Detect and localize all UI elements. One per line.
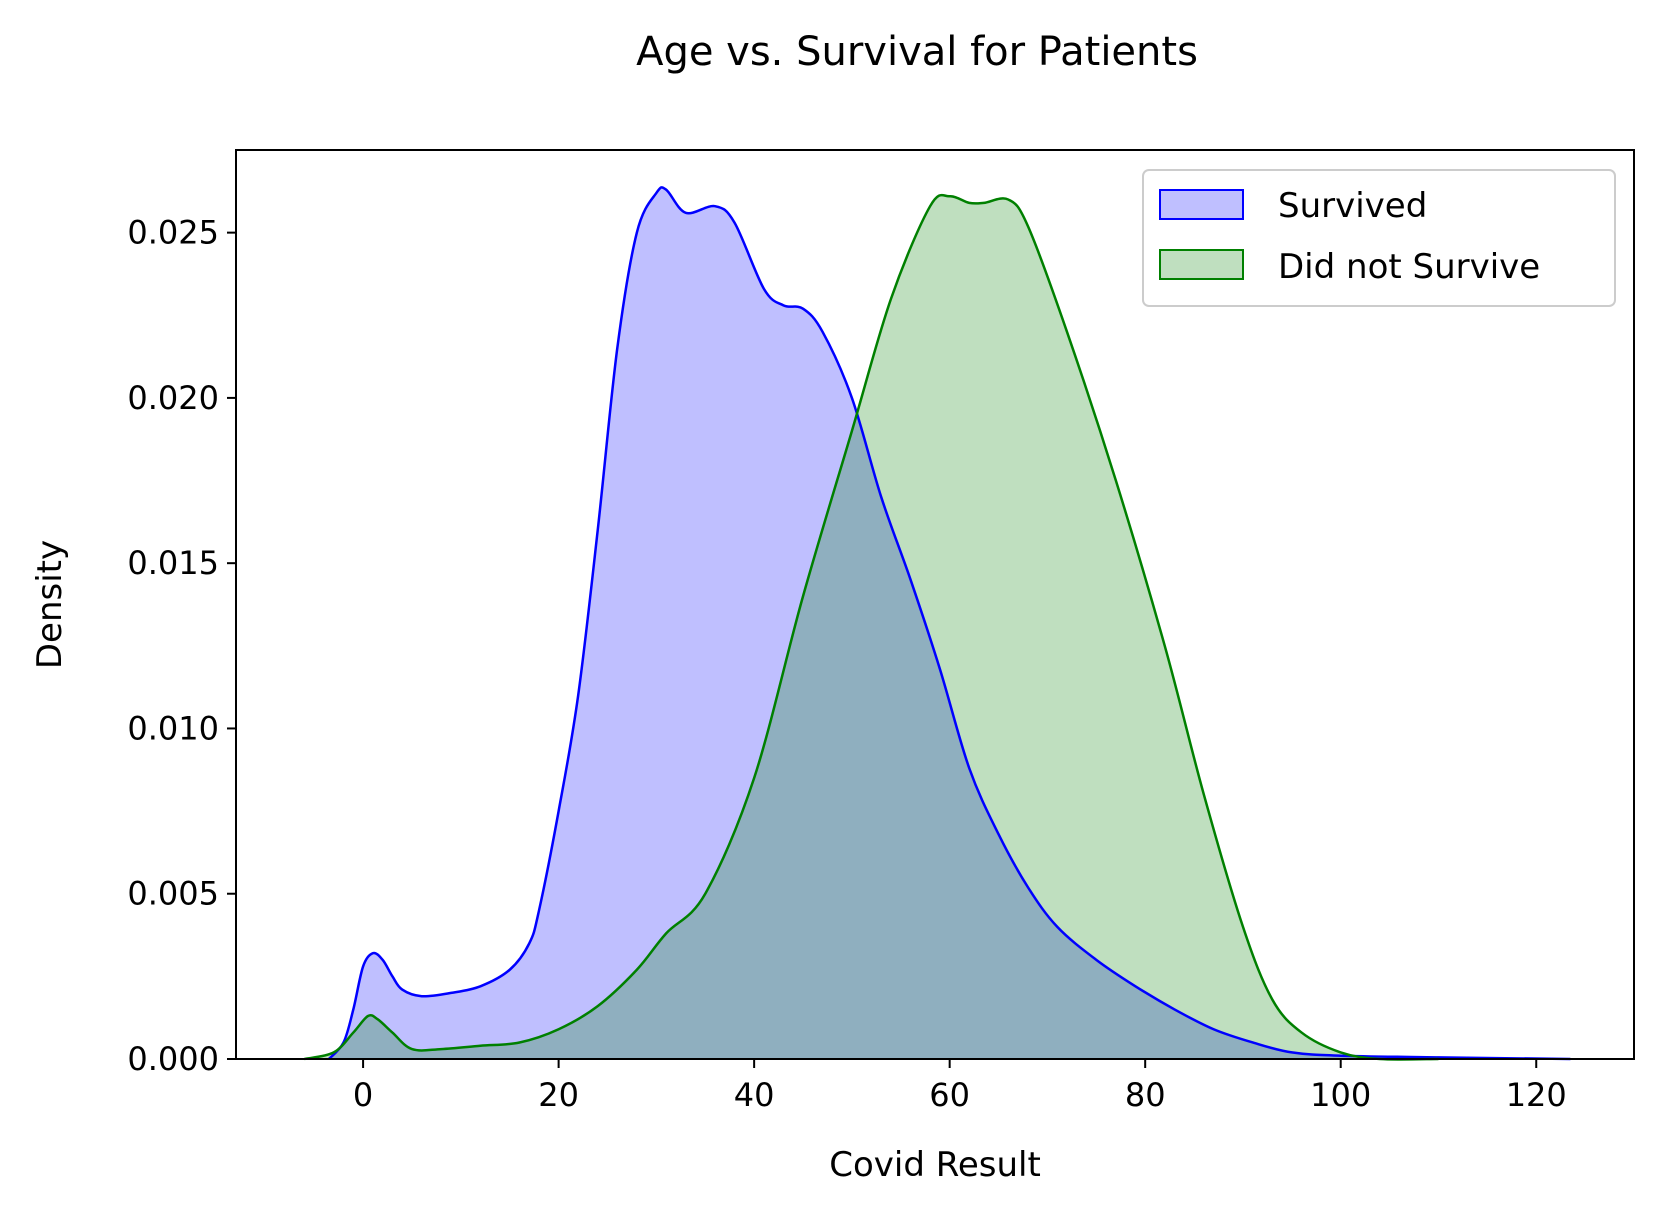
y-tick-label: 0.015 <box>127 544 219 582</box>
x-tick-label: 100 <box>1310 1076 1371 1114</box>
x-tick-label: 0 <box>353 1076 373 1114</box>
density-areas <box>304 187 1571 1060</box>
plot-frame <box>235 149 1635 1060</box>
area-survived <box>328 187 1571 1059</box>
x-axis-label: Covid Result <box>829 1145 1041 1185</box>
line-did-not-survive <box>304 193 1439 1061</box>
y-axis-label: Density <box>30 540 70 669</box>
legend-label-survived: Survived <box>1278 186 1427 226</box>
y-tick-label: 0.020 <box>127 379 219 417</box>
legend-label-did-not-survive: Did not Survive <box>1278 247 1540 287</box>
line-survived <box>327 186 1571 1061</box>
x-axis-ticks: 0 20 40 60 80 100 120 <box>353 1059 1567 1114</box>
legend-swatch-did-not-survive <box>1159 249 1244 280</box>
legend: Survived Did not Survive <box>1142 169 1616 307</box>
area-did-not-survive <box>304 195 1439 1060</box>
x-tick-label: 120 <box>1506 1076 1567 1114</box>
chart-title: Age vs. Survival for Patients <box>636 29 1198 75</box>
y-tick-label: 0.010 <box>127 709 219 747</box>
y-axis-ticks: 0.000 0.005 0.010 0.015 0.020 0.025 <box>127 214 236 1078</box>
y-tick-label: 0.005 <box>127 875 219 913</box>
legend-swatch-survived <box>1159 189 1244 220</box>
y-tick-label: 0.000 <box>127 1040 219 1078</box>
y-tick-label: 0.025 <box>127 214 219 252</box>
legend-frame <box>1142 169 1616 307</box>
x-tick-label: 20 <box>538 1076 579 1114</box>
density-lines <box>304 186 1571 1061</box>
x-tick-label: 80 <box>1125 1076 1166 1114</box>
x-tick-label: 40 <box>734 1076 775 1114</box>
x-tick-label: 60 <box>929 1076 970 1114</box>
